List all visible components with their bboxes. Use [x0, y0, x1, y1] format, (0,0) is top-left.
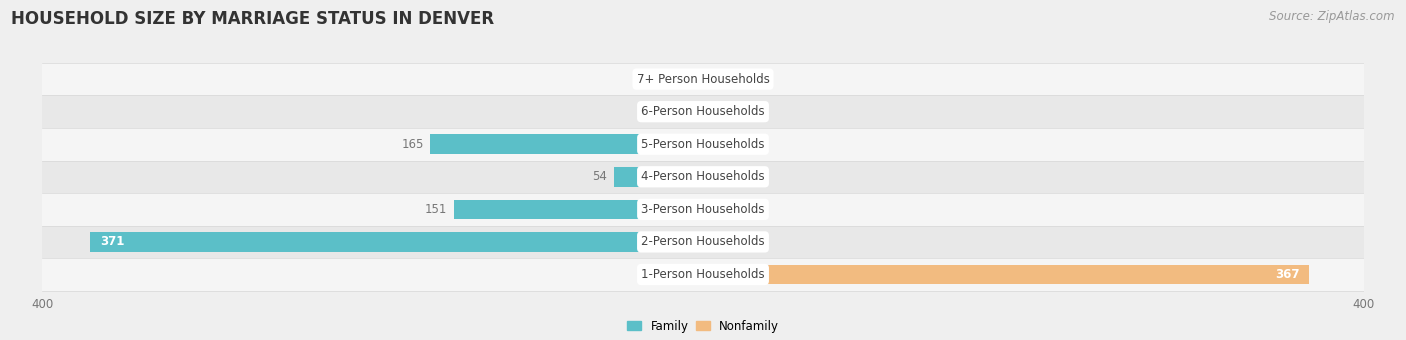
Text: 0: 0 — [740, 170, 747, 183]
Bar — [42, 128, 1364, 160]
Text: 54: 54 — [592, 170, 607, 183]
Text: 0: 0 — [659, 268, 666, 281]
Text: HOUSEHOLD SIZE BY MARRIAGE STATUS IN DENVER: HOUSEHOLD SIZE BY MARRIAGE STATUS IN DEN… — [11, 10, 495, 28]
Bar — [703, 134, 733, 154]
Bar — [90, 232, 703, 252]
Text: 371: 371 — [100, 235, 124, 249]
Text: 5-Person Households: 5-Person Households — [641, 138, 765, 151]
Text: 6-Person Households: 6-Person Households — [641, 105, 765, 118]
Bar — [614, 167, 703, 187]
Text: 1-Person Households: 1-Person Households — [641, 268, 765, 281]
Bar — [703, 232, 733, 252]
Bar — [703, 200, 733, 219]
Bar — [703, 265, 1309, 284]
Bar — [703, 102, 733, 121]
Bar — [673, 69, 703, 89]
Bar — [42, 226, 1364, 258]
Text: 367: 367 — [1275, 268, 1299, 281]
Bar — [454, 200, 703, 219]
Bar — [42, 193, 1364, 226]
Bar — [703, 69, 733, 89]
Bar — [673, 102, 703, 121]
Bar — [42, 63, 1364, 96]
Text: 165: 165 — [402, 138, 423, 151]
Text: 0: 0 — [740, 203, 747, 216]
Text: 3-Person Households: 3-Person Households — [641, 203, 765, 216]
Bar — [42, 258, 1364, 291]
Bar — [42, 160, 1364, 193]
Legend: Family, Nonfamily: Family, Nonfamily — [621, 315, 785, 337]
Text: 4-Person Households: 4-Person Households — [641, 170, 765, 183]
Text: 0: 0 — [659, 105, 666, 118]
Text: 151: 151 — [425, 203, 447, 216]
Text: 7+ Person Households: 7+ Person Households — [637, 73, 769, 86]
Text: 0: 0 — [740, 73, 747, 86]
Text: 16: 16 — [651, 73, 666, 86]
Bar — [703, 167, 733, 187]
Text: 2-Person Households: 2-Person Households — [641, 235, 765, 249]
Text: Source: ZipAtlas.com: Source: ZipAtlas.com — [1270, 10, 1395, 23]
Text: 0: 0 — [740, 105, 747, 118]
Text: 0: 0 — [740, 138, 747, 151]
Text: 14: 14 — [740, 235, 755, 249]
Bar — [430, 134, 703, 154]
Bar — [673, 265, 703, 284]
Bar — [42, 96, 1364, 128]
